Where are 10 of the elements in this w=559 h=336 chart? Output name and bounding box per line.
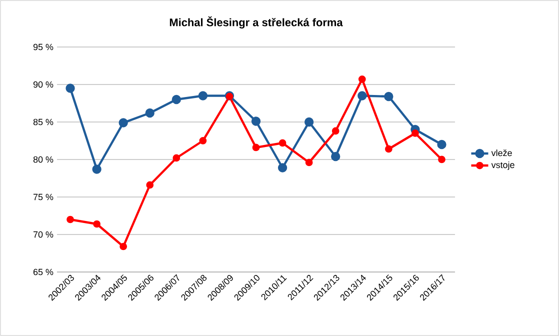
legend-label: vstoje (491, 162, 514, 170)
y-tick-label: 65 % (33, 268, 54, 276)
y-tick-label: 90 % (33, 81, 54, 88)
y-tick-label: 95 % (33, 44, 54, 50)
y-tick-label: 80 % (33, 156, 54, 163)
y-tick-label: 70 % (33, 231, 54, 238)
chart-title: Michal Šlesingr a střelecká forma (170, 16, 343, 29)
legend-label: vleže (491, 149, 512, 156)
y-tick-label: 85 % (33, 118, 54, 126)
y-tick-label: 75 % (33, 194, 54, 200)
